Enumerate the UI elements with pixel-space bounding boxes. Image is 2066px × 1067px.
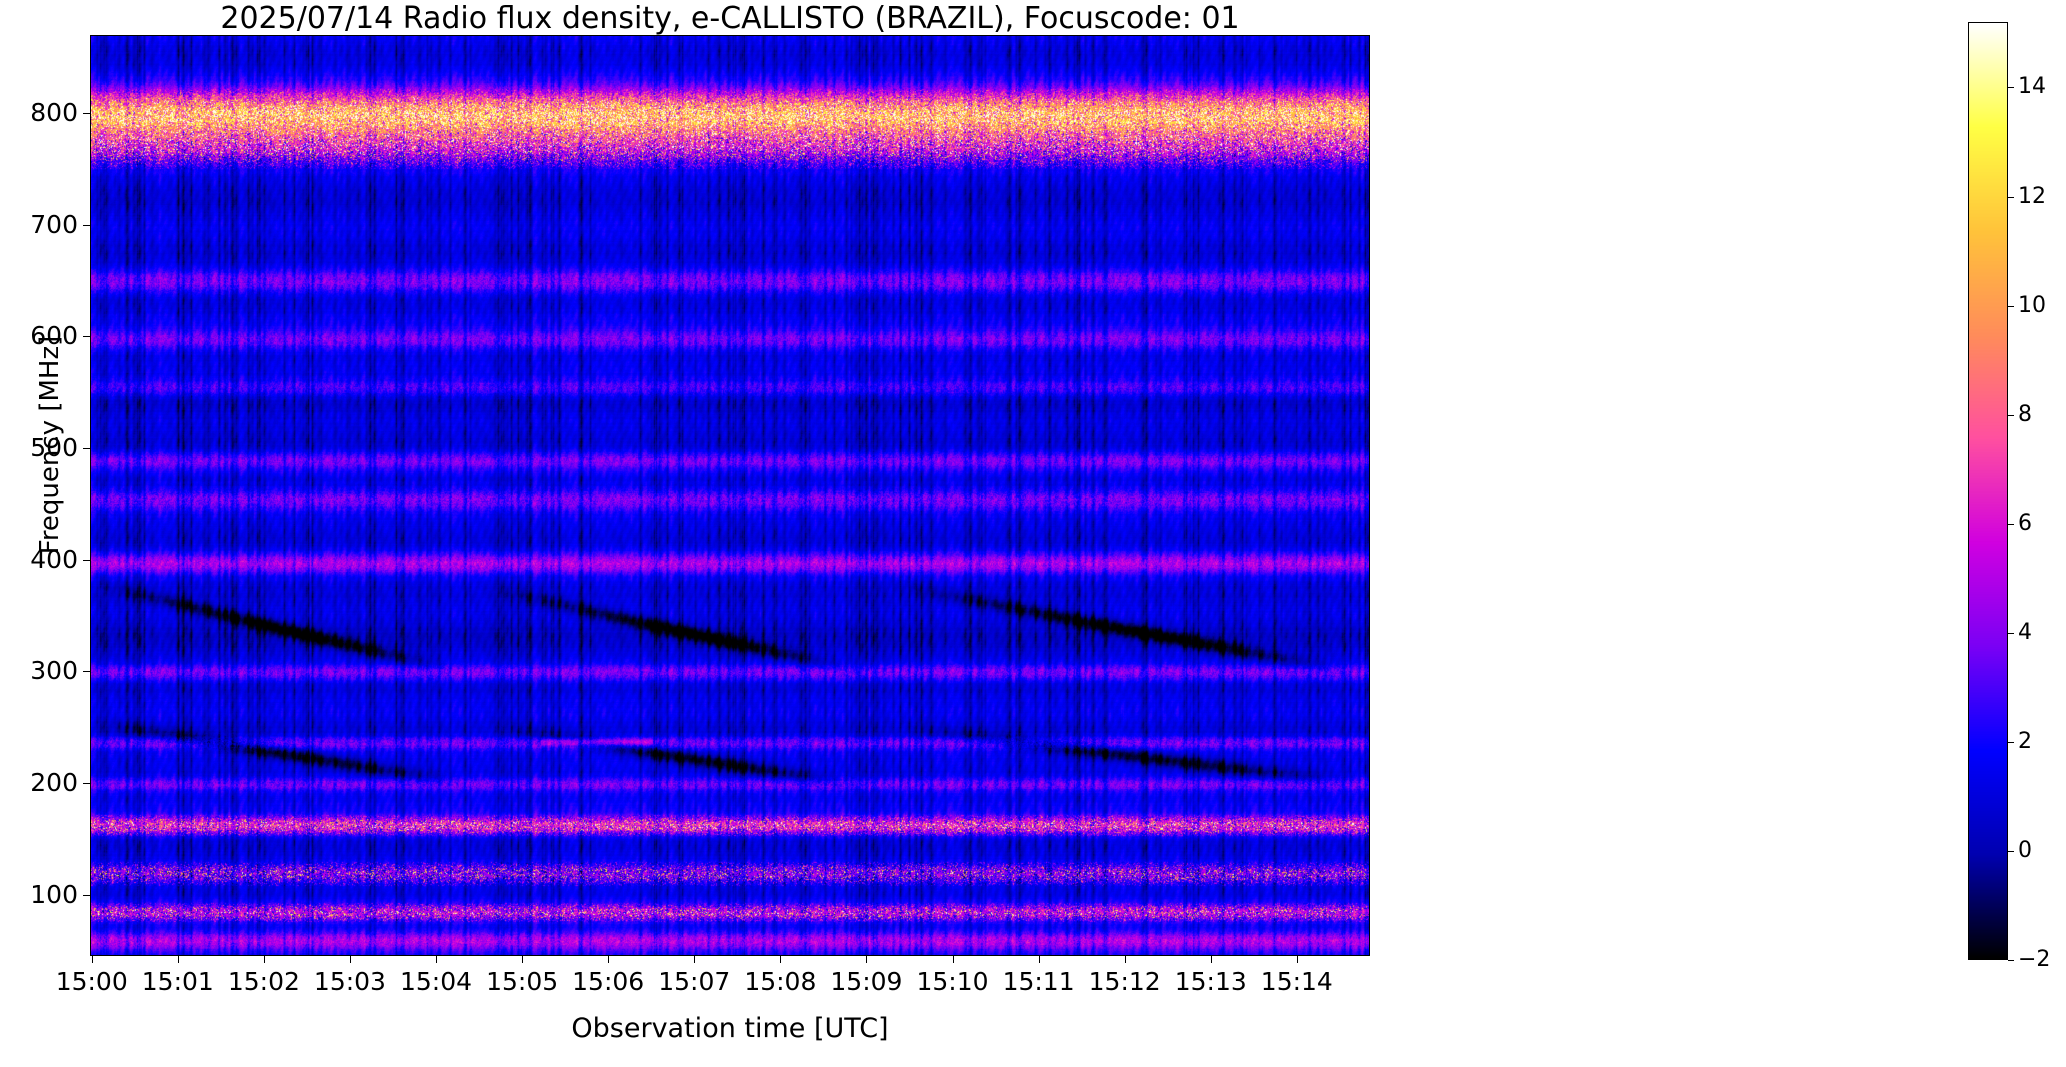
x-tick-label: 15:11 bbox=[1002, 967, 1075, 996]
colorbar-tick-mark bbox=[2008, 87, 2014, 89]
x-tick-mark bbox=[522, 956, 524, 963]
y-tick-mark bbox=[83, 894, 90, 896]
colorbar-tick-mark bbox=[2008, 741, 2014, 743]
x-tick-label: 15:13 bbox=[1174, 967, 1247, 996]
colorbar-tick-label: −2 bbox=[2018, 947, 2051, 972]
x-tick-mark bbox=[866, 956, 868, 963]
colorbar-tick-label: 8 bbox=[2018, 401, 2032, 427]
colorbar-tick-label: 14 bbox=[2018, 74, 2046, 100]
y-tick-mark bbox=[83, 224, 90, 226]
x-tick-label: 15:08 bbox=[744, 967, 817, 996]
x-tick-mark bbox=[1296, 956, 1298, 963]
colorbar-tick-mark bbox=[2008, 305, 2014, 307]
x-tick-label: 15:03 bbox=[313, 967, 386, 996]
colorbar-tick-label: 4 bbox=[2018, 619, 2032, 645]
colorbar-tick-label: 12 bbox=[2018, 183, 2046, 209]
x-tick-label: 15:09 bbox=[830, 967, 903, 996]
y-tick-label: 700 bbox=[30, 209, 78, 239]
x-tick-mark bbox=[349, 956, 351, 963]
y-tick-mark bbox=[83, 559, 90, 561]
x-tick-mark bbox=[177, 956, 179, 963]
x-tick-mark bbox=[1038, 956, 1040, 963]
y-tick-label: 500 bbox=[30, 433, 78, 463]
x-tick-mark bbox=[436, 956, 438, 963]
x-tick-mark bbox=[91, 956, 93, 963]
x-axis-label: Observation time [UTC] bbox=[571, 1013, 889, 1044]
x-tick-mark bbox=[694, 956, 696, 963]
colorbar-tick-label: 0 bbox=[2018, 837, 2032, 863]
spectrogram-plot-area bbox=[90, 35, 1370, 956]
y-tick-mark bbox=[83, 448, 90, 450]
x-tick-mark bbox=[780, 956, 782, 963]
colorbar-tick-mark bbox=[2008, 414, 2014, 416]
colorbar-tick-label: 2 bbox=[2018, 728, 2032, 754]
y-tick-label: 100 bbox=[30, 879, 78, 909]
y-tick-label: 800 bbox=[30, 98, 78, 128]
colorbar-tick-mark bbox=[2008, 196, 2014, 198]
x-tick-label: 15:00 bbox=[55, 967, 128, 996]
y-tick-mark bbox=[83, 336, 90, 338]
colorbar-tick-label: 10 bbox=[2018, 292, 2046, 318]
x-tick-label: 15:14 bbox=[1260, 967, 1333, 996]
y-tick-label: 600 bbox=[30, 321, 78, 351]
y-tick-mark bbox=[83, 113, 90, 115]
spectrogram-image bbox=[91, 36, 1369, 955]
page-title: 2025/07/14 Radio flux density, e-CALLIST… bbox=[220, 1, 1240, 36]
y-tick-label: 300 bbox=[30, 656, 78, 686]
x-tick-mark bbox=[263, 956, 265, 963]
colorbar-tick-mark bbox=[2008, 850, 2014, 852]
y-tick-mark bbox=[83, 671, 90, 673]
x-tick-label: 15:12 bbox=[1088, 967, 1161, 996]
x-tick-label: 15:05 bbox=[486, 967, 559, 996]
colorbar bbox=[1968, 22, 2008, 960]
x-tick-label: 15:10 bbox=[916, 967, 989, 996]
x-tick-label: 15:01 bbox=[141, 967, 214, 996]
x-tick-label: 15:02 bbox=[227, 967, 300, 996]
x-tick-label: 15:07 bbox=[658, 967, 731, 996]
x-tick-mark bbox=[1210, 956, 1212, 963]
colorbar-gradient bbox=[1969, 23, 2007, 959]
x-tick-mark bbox=[608, 956, 610, 963]
colorbar-tick-label: 6 bbox=[2018, 510, 2032, 536]
y-tick-label: 200 bbox=[30, 767, 78, 797]
x-tick-label: 15:04 bbox=[400, 967, 473, 996]
y-tick-mark bbox=[83, 782, 90, 784]
colorbar-tick-mark bbox=[2008, 632, 2014, 634]
x-tick-mark bbox=[1124, 956, 1126, 963]
y-tick-label: 400 bbox=[30, 544, 78, 574]
colorbar-tick-mark bbox=[2008, 960, 2014, 961]
colorbar-tick-mark bbox=[2008, 523, 2014, 525]
x-tick-label: 15:06 bbox=[572, 967, 645, 996]
x-tick-mark bbox=[952, 956, 954, 963]
